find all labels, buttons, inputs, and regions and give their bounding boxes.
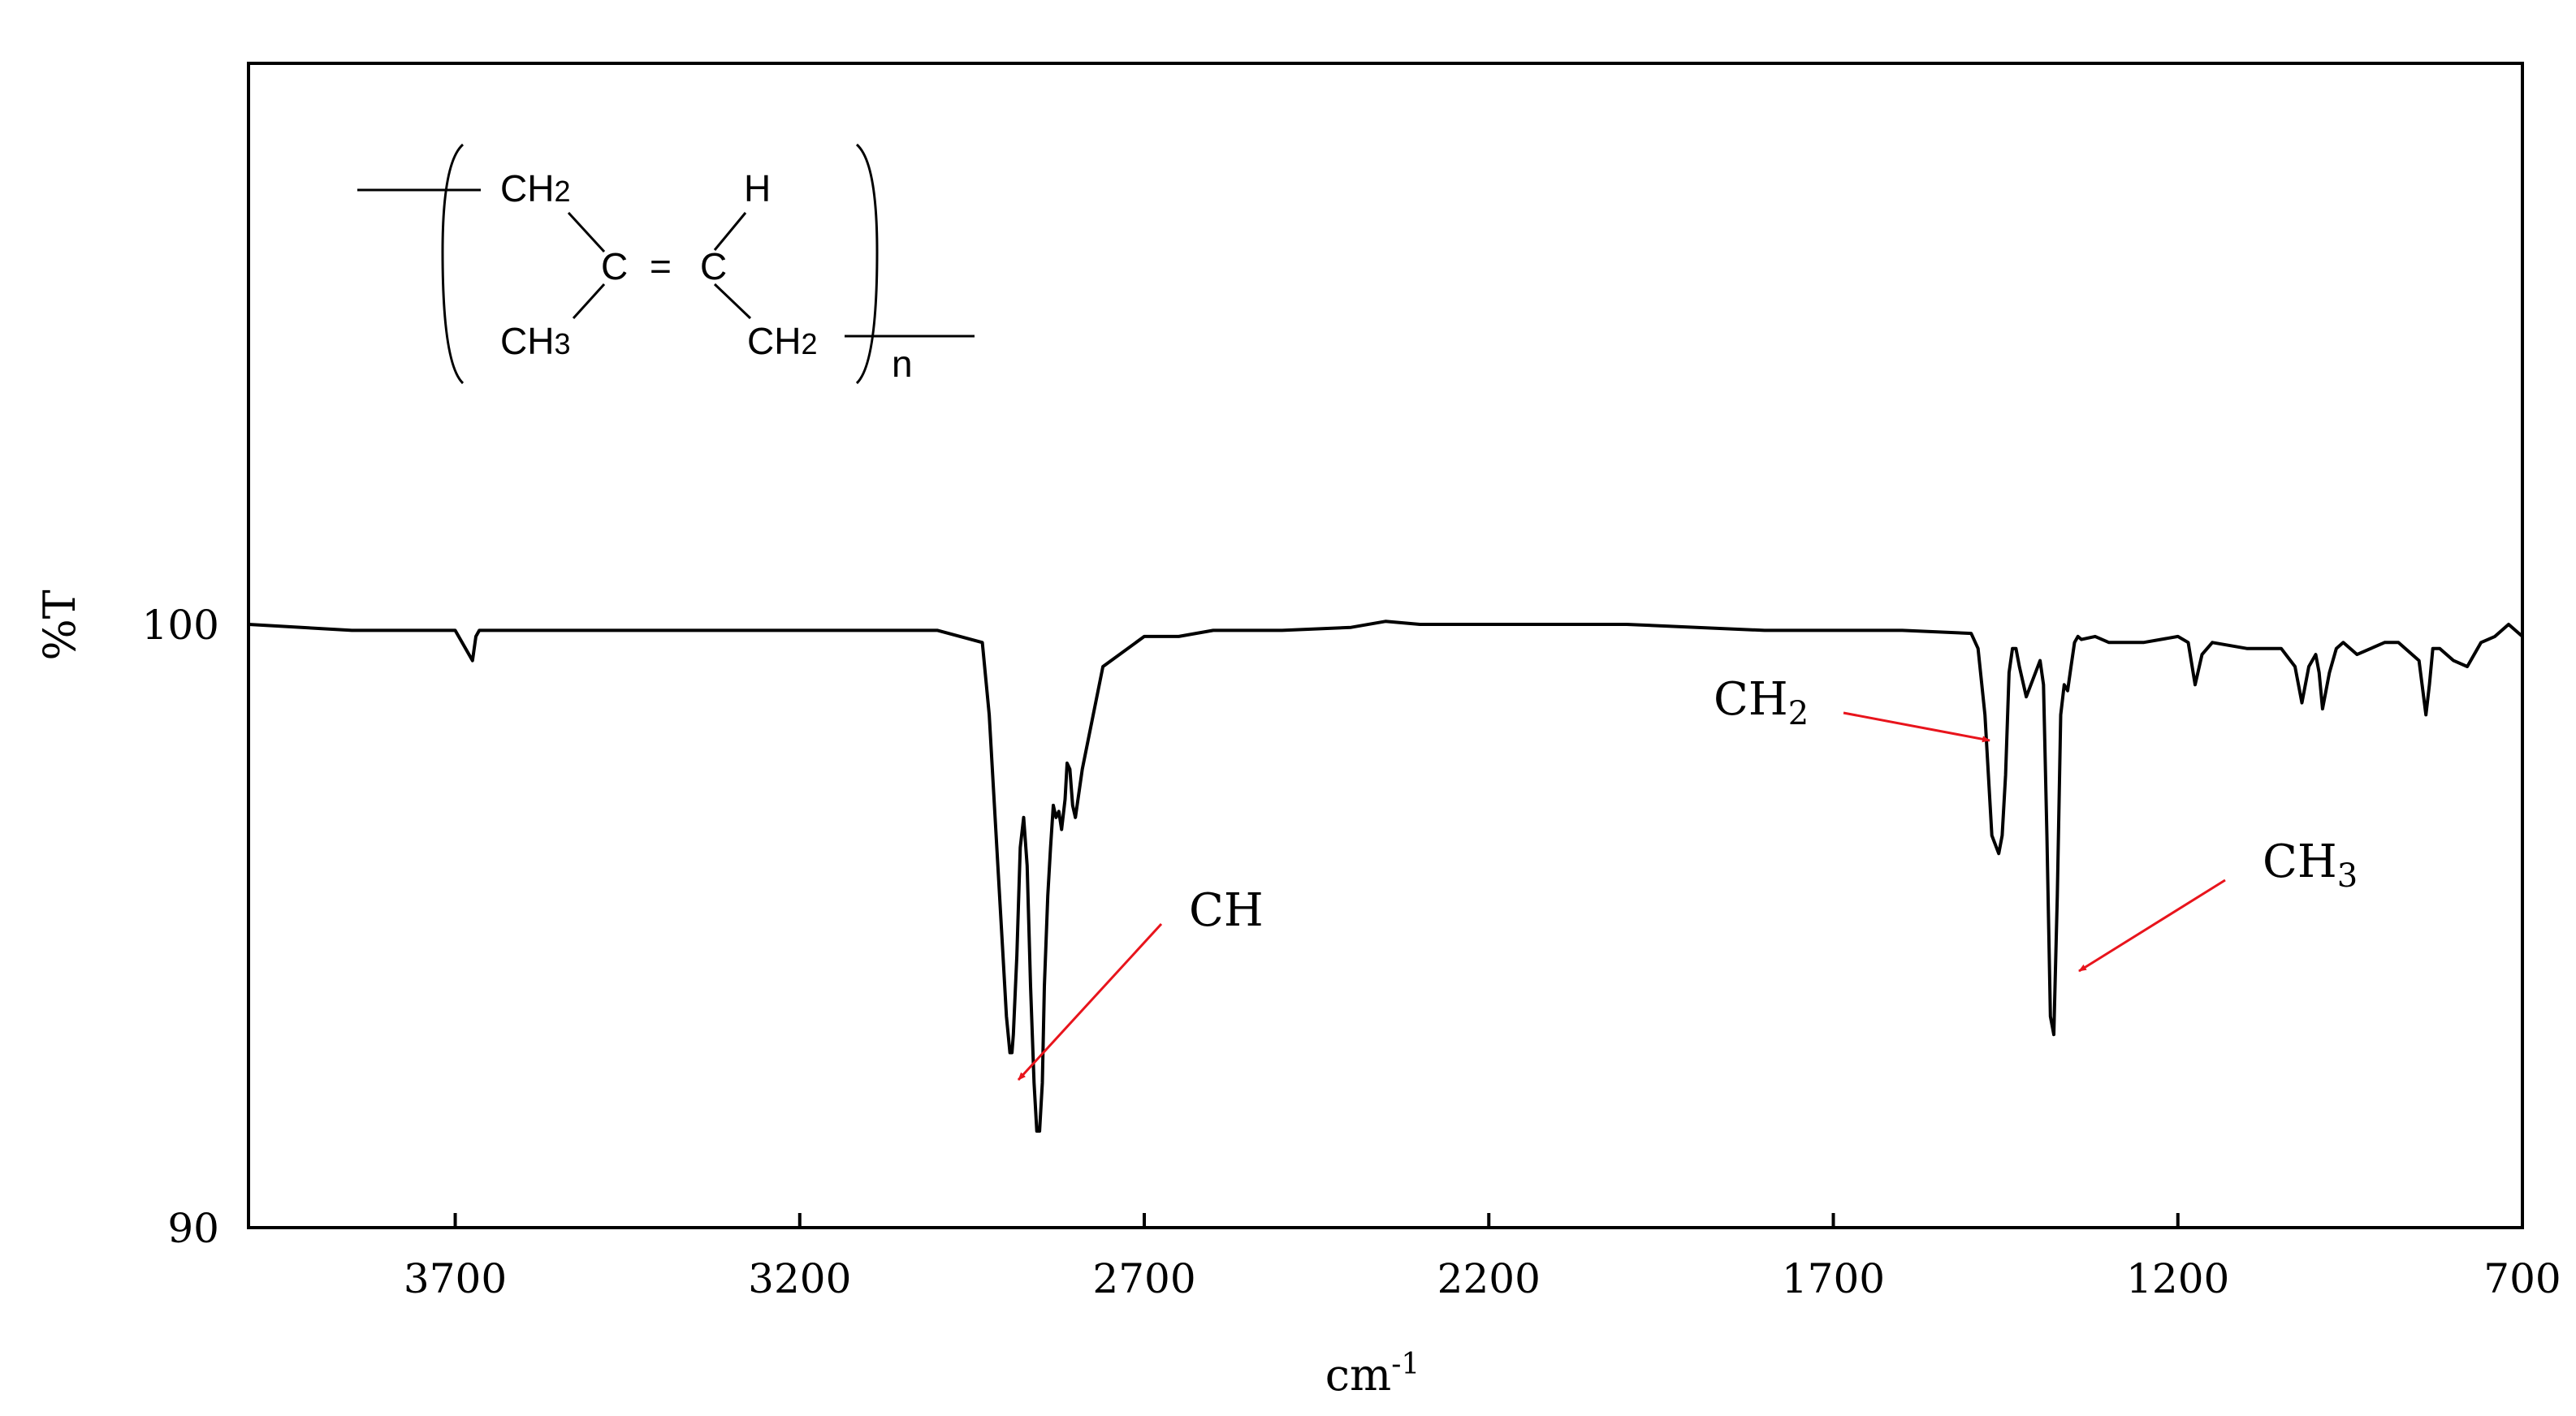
x-tick-label: 3700 <box>404 1255 507 1302</box>
bond-c-to-ch3 <box>572 283 606 320</box>
structure-repeat-n: n <box>892 343 913 385</box>
transmittance-series-line <box>248 620 2524 1133</box>
x-tick-label: 3200 <box>748 1255 851 1302</box>
x-tick-label: 2700 <box>1092 1255 1195 1302</box>
annotation-arrow <box>1843 711 1990 743</box>
structure-ch3: CH3 <box>500 320 570 362</box>
annotation-label: CH2 <box>1714 673 1809 732</box>
plot-frame <box>247 62 2524 1229</box>
polyisoprene-structure: CH2 H C = C CH3 CH2 n <box>357 143 975 385</box>
x-tick-label: 700 <box>2483 1255 2561 1302</box>
peak-annotations: CH CH2 CH3 <box>1017 673 2358 1081</box>
y-tick-label: 90 <box>167 1205 219 1252</box>
structure-h: H <box>744 167 771 209</box>
x-axis-title-superscript: -1 <box>1391 1348 1420 1381</box>
x-tick-label: 1700 <box>1782 1255 1885 1302</box>
structure-left-bracket <box>441 143 465 385</box>
annotation-label: CH3 <box>2263 835 2358 895</box>
structure-c-left: C <box>601 245 628 287</box>
bond-ch2-to-c <box>567 211 606 253</box>
structure-right-bracket <box>855 143 879 385</box>
structure-ch2-top: CH2 <box>500 167 570 209</box>
structure-ch2-bottom: CH2 <box>747 320 817 362</box>
x-axis-ticks: 3700 3200 2700 2200 1700 1200 700 <box>404 1213 2561 1302</box>
x-axis-title: cm-1 <box>1325 1348 1420 1401</box>
bond-c-to-ch2 <box>713 283 752 320</box>
structure-double-bond: = <box>650 245 672 287</box>
annotation-arrow <box>1017 922 1163 1081</box>
annotation-label: CH <box>1189 884 1264 937</box>
bond-h-to-c <box>713 212 747 251</box>
y-axis-ticks: 90 100 <box>142 602 219 1252</box>
y-axis-title: %T <box>34 589 85 660</box>
y-tick-label: 100 <box>142 602 219 649</box>
annotation-arrow <box>2078 879 2226 973</box>
structure-c-right: C <box>700 245 727 287</box>
x-tick-label: 2200 <box>1437 1255 1541 1302</box>
x-tick-label: 1200 <box>2126 1255 2229 1302</box>
